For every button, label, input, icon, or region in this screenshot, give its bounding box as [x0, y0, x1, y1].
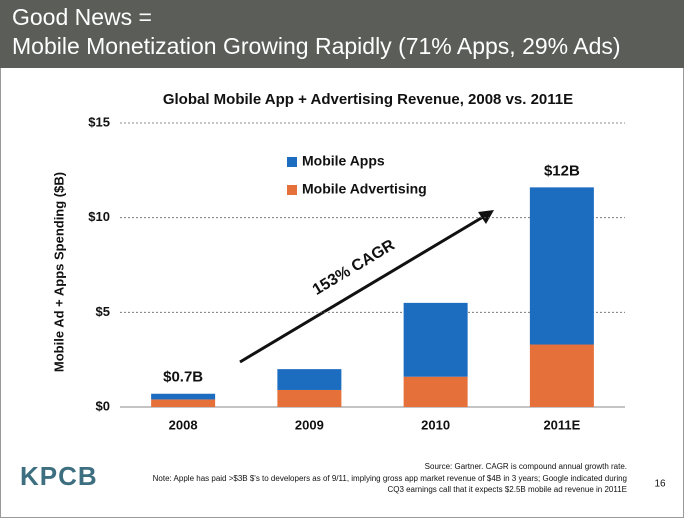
cagr-arrow: [239, 212, 489, 364]
header-line: Good News =: [12, 4, 152, 30]
y-tick-label: $5: [96, 304, 110, 319]
header-band: [0, 0, 684, 68]
y-tick-label: $15: [88, 114, 110, 129]
x-tick-label: 2009: [295, 417, 324, 432]
x-tick-label: 2008: [169, 417, 198, 432]
x-tick-label: 2010: [421, 417, 450, 432]
value-label: $0.7B: [163, 369, 203, 386]
bar-segment: [151, 399, 216, 407]
header-line: Mobile Monetization Growing Rapidly (71%…: [12, 33, 621, 59]
legend-label: Mobile Advertising: [302, 181, 427, 197]
footnote: Note: Apple has paid >$3B $'s to develop…: [153, 474, 627, 483]
bar-segment: [403, 376, 468, 407]
legend-swatch: [287, 157, 297, 167]
value-label: $12B: [544, 162, 580, 179]
legend-swatch: [287, 185, 297, 195]
legend-label: Mobile Apps: [302, 153, 385, 169]
bar-segment: [277, 369, 342, 390]
y-axis-label: Mobile Ad + Apps Spending ($B): [51, 172, 66, 372]
bar-segment: [529, 187, 594, 345]
bar-segment: [403, 302, 468, 377]
bar-segment: [529, 344, 594, 407]
x-tick-label: 2011E: [543, 417, 580, 432]
cagr-arrowhead: [478, 210, 494, 224]
chart-title: Global Mobile App + Advertising Revenue,…: [163, 91, 573, 108]
footnote: CQ3 earnings call that it expects $2.5B …: [387, 485, 627, 494]
source-note: Source: Gartner. CAGR is compound annual…: [425, 462, 627, 471]
y-tick-label: $10: [88, 209, 110, 224]
logo: KPCB: [20, 461, 98, 491]
bar-segment: [151, 393, 216, 400]
y-tick-label: $0: [96, 398, 110, 413]
bar-segment: [277, 389, 342, 407]
page-number: 16: [654, 479, 666, 490]
